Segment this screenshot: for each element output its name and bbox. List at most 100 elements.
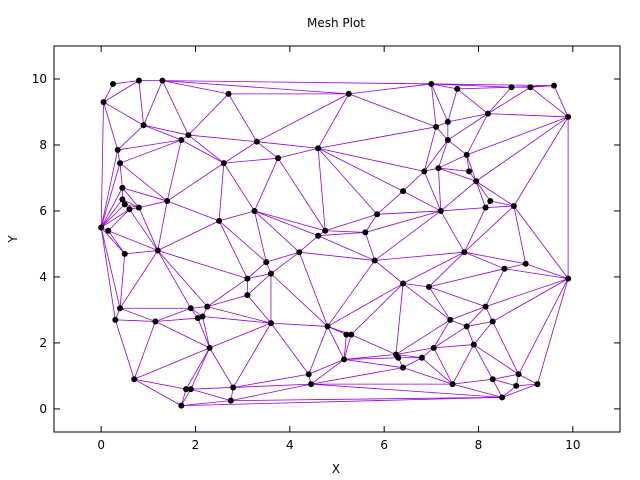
mesh-edge — [377, 210, 441, 215]
mesh-edge — [100, 227, 121, 309]
mesh-edge — [270, 322, 328, 327]
y-tick-label: 2 — [39, 336, 47, 350]
y-axis-label: Y — [6, 235, 20, 244]
mesh-edge — [157, 220, 220, 251]
mesh-point — [159, 77, 166, 84]
mesh-point — [430, 344, 437, 351]
mesh-edge — [256, 141, 319, 149]
mesh-edge — [119, 139, 182, 164]
x-tick-label: 10 — [565, 438, 580, 452]
mesh-point — [315, 232, 322, 239]
mesh-edge — [317, 235, 375, 261]
mesh-point — [371, 257, 378, 264]
mesh-edge — [122, 199, 140, 209]
mesh-edge — [162, 80, 432, 85]
mesh-edge — [466, 113, 489, 156]
mesh-edge — [202, 316, 211, 348]
mesh-point — [296, 249, 303, 256]
mesh-edge — [157, 250, 248, 279]
mesh-edge — [254, 210, 300, 253]
mesh-edge — [155, 317, 198, 322]
mesh-edge — [162, 80, 349, 95]
mesh-edge — [143, 124, 189, 136]
mesh-point — [220, 160, 227, 167]
mesh-point — [343, 331, 350, 338]
mesh-edge — [344, 357, 399, 360]
mesh-edge — [100, 204, 126, 228]
mesh-point — [121, 250, 128, 257]
mesh-edge — [318, 147, 425, 172]
mesh-edge — [327, 326, 345, 360]
mesh-edge — [138, 200, 168, 209]
x-tick-label: 6 — [380, 438, 388, 452]
mesh-point — [253, 138, 260, 145]
mesh-point — [501, 265, 508, 272]
mesh-point — [109, 80, 116, 87]
mesh-edge — [256, 141, 279, 159]
mesh-edge — [157, 250, 192, 309]
mesh-point — [135, 204, 142, 211]
mesh-edge — [421, 357, 453, 385]
mesh-edge — [134, 347, 210, 380]
chart-title: Mesh Plot — [307, 16, 365, 30]
mesh-edge — [207, 306, 272, 324]
mesh-point — [510, 203, 517, 210]
mesh-point — [444, 137, 451, 144]
mesh-edge — [119, 250, 159, 309]
mesh-edge — [487, 113, 569, 118]
mesh-edge — [343, 334, 352, 360]
mesh-point — [178, 137, 185, 144]
mesh-edge — [438, 139, 449, 169]
mesh-edge — [122, 187, 140, 208]
mesh-edge — [223, 141, 258, 164]
mesh-edge — [317, 148, 326, 231]
mesh-edge — [473, 344, 519, 375]
mesh-edge — [402, 283, 451, 321]
mesh-edge — [501, 385, 517, 398]
mesh-point — [251, 207, 258, 214]
mesh-edge — [188, 134, 257, 143]
mesh-edge — [374, 260, 404, 284]
mesh-edge — [402, 283, 430, 288]
mesh-edge — [133, 321, 156, 380]
mesh-point — [461, 249, 468, 256]
y-tick-label: 10 — [32, 72, 47, 86]
mesh-point — [204, 303, 211, 310]
mesh-edge — [117, 139, 182, 151]
mesh-edge — [433, 326, 467, 349]
mesh-edge — [233, 383, 312, 388]
mesh-edge — [166, 139, 182, 202]
mesh-edge — [525, 263, 569, 279]
mesh-point — [515, 371, 522, 378]
mesh-point — [114, 146, 121, 153]
mesh-edge — [395, 347, 434, 355]
mesh-edge — [317, 148, 378, 215]
mesh-point — [152, 318, 159, 325]
mesh-edge — [327, 260, 376, 327]
mesh-edge — [311, 383, 503, 398]
mesh-edge — [100, 227, 126, 255]
mesh-point — [362, 229, 369, 236]
mesh-point — [400, 364, 407, 371]
mesh-point — [447, 316, 454, 323]
mesh-edge — [119, 253, 126, 309]
mesh-edge — [374, 251, 465, 261]
mesh-point — [482, 204, 489, 211]
mesh-edge — [513, 116, 569, 207]
mesh-point — [534, 381, 541, 388]
mesh-edge — [364, 232, 376, 261]
mesh-edge — [501, 383, 538, 398]
mesh-point — [428, 80, 435, 87]
mesh-edge — [299, 251, 375, 261]
mesh-edge — [428, 286, 451, 321]
mesh-point — [522, 260, 529, 267]
mesh-edge — [438, 168, 442, 211]
mesh-edge — [464, 251, 526, 265]
mesh-edge — [430, 83, 449, 123]
mesh-edge — [138, 207, 159, 251]
mesh-point — [454, 85, 461, 92]
mesh-edge — [308, 326, 328, 375]
mesh-edge — [457, 86, 512, 90]
mesh-edge — [537, 278, 569, 385]
mesh-edge — [223, 157, 279, 164]
